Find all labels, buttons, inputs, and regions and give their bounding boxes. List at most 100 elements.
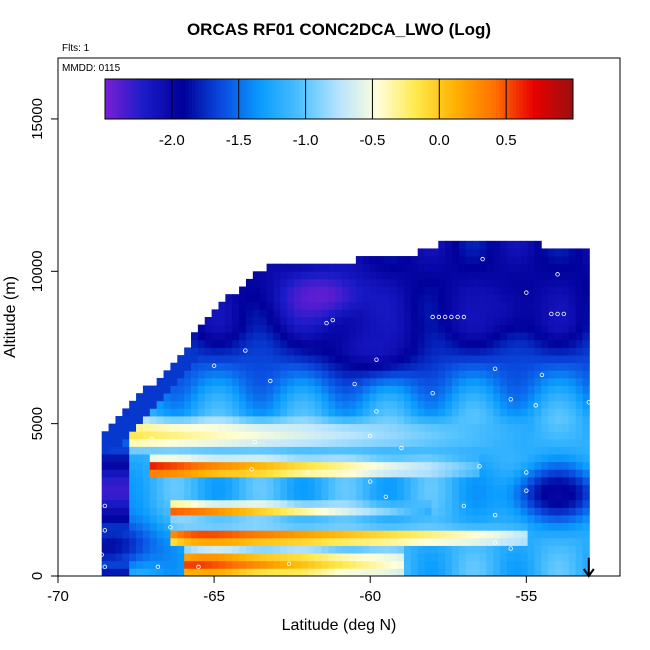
heatmap-cell <box>548 416 556 425</box>
heatmap-cell <box>527 438 535 447</box>
heatmap-cell <box>438 347 446 356</box>
heatmap-cell <box>225 438 233 447</box>
heatmap-cell <box>252 423 261 432</box>
heatmap-cell <box>472 248 480 257</box>
heatmap-cell <box>335 263 343 272</box>
heatmap-cell <box>403 469 412 478</box>
heatmap-cell <box>287 385 295 394</box>
heatmap-cell <box>403 446 412 455</box>
heatmap-cell <box>259 301 267 310</box>
heatmap-cell <box>287 476 295 485</box>
heatmap-cell <box>115 492 123 501</box>
heatmap-cell <box>307 309 316 318</box>
heatmap-cell <box>218 347 226 356</box>
heatmap-cell <box>493 271 501 280</box>
heatmap-cell <box>458 522 467 531</box>
heatmap-cell <box>541 553 549 562</box>
heatmap-cell <box>403 522 412 531</box>
heatmap-cell <box>163 568 171 577</box>
colorbar-swatch <box>369 79 373 119</box>
heatmap-cell <box>177 522 185 531</box>
heatmap-cell <box>321 530 329 539</box>
heatmap-cell <box>287 423 295 432</box>
heatmap-cell <box>300 537 309 546</box>
colorbar-swatch <box>218 79 223 119</box>
heatmap-cell <box>410 400 419 409</box>
heatmap-cell <box>431 324 439 333</box>
heatmap-cell <box>294 393 302 402</box>
heatmap-cell <box>548 461 556 470</box>
heatmap-cell <box>397 309 405 318</box>
heatmap-cell <box>369 362 377 371</box>
heatmap-cell <box>472 355 480 364</box>
heatmap-cell <box>191 484 199 493</box>
heatmap-cell <box>438 240 446 249</box>
heatmap-cell <box>506 309 515 318</box>
heatmap-cell <box>225 431 233 440</box>
heatmap-cell <box>225 446 233 455</box>
heatmap-cell <box>452 370 460 379</box>
heatmap-cell <box>232 522 240 531</box>
heatmap-cell <box>486 431 494 440</box>
heatmap-cell <box>211 385 219 394</box>
heatmap-cell <box>458 416 467 425</box>
heatmap-cell <box>252 301 261 310</box>
heatmap-cell <box>376 370 384 379</box>
heatmap-cell <box>568 278 577 287</box>
heatmap-cell <box>369 431 377 440</box>
heatmap-cell <box>280 476 288 485</box>
heatmap-cell <box>156 469 164 478</box>
heatmap-cell <box>479 431 487 440</box>
heatmap-cell <box>218 515 226 524</box>
heatmap-cell <box>259 317 267 326</box>
heatmap-cell <box>472 476 480 485</box>
heatmap-cell <box>397 301 405 310</box>
heatmap-cell <box>245 332 254 341</box>
heatmap-cell <box>541 263 549 272</box>
heatmap-cell <box>177 416 185 425</box>
heatmap-cell <box>555 446 563 455</box>
heatmap-cell <box>397 256 405 265</box>
heatmap-cell <box>191 553 199 562</box>
heatmap-cell <box>342 400 350 409</box>
colorbar-swatch <box>185 79 190 119</box>
heatmap-cell <box>445 461 453 470</box>
heatmap-cell <box>355 431 364 440</box>
heatmap-cell <box>149 385 158 394</box>
heatmap-cell <box>328 476 336 485</box>
heatmap-cell <box>500 317 508 326</box>
heatmap-cell <box>575 385 583 394</box>
heatmap-cell <box>245 507 254 516</box>
heatmap-cell <box>266 377 274 386</box>
heatmap-cell <box>520 553 528 562</box>
heatmap-cell <box>307 446 316 455</box>
heatmap-cell <box>445 400 453 409</box>
heatmap-cell <box>211 370 219 379</box>
heatmap-cell <box>369 499 377 508</box>
heatmap-cell <box>493 362 501 371</box>
heatmap-cell <box>568 461 577 470</box>
heatmap-cell <box>108 537 116 546</box>
heatmap-cell <box>225 362 233 371</box>
heatmap-cell <box>506 537 515 546</box>
heatmap-cell <box>197 461 206 470</box>
heatmap-cell <box>506 446 515 455</box>
heatmap-cell <box>300 400 309 409</box>
heatmap-cell <box>115 499 123 508</box>
heatmap-cell <box>321 263 329 272</box>
colorbar-swatch <box>375 79 380 119</box>
heatmap-cell <box>259 286 267 295</box>
heatmap-cell <box>479 347 487 356</box>
heatmap-cell <box>548 438 556 447</box>
heatmap-cell <box>328 568 336 577</box>
heatmap-cell <box>197 484 206 493</box>
heatmap-cell <box>555 476 563 485</box>
heatmap-cell <box>170 362 178 371</box>
colorbar-swatch <box>255 79 260 119</box>
heatmap-cell <box>465 256 474 265</box>
heatmap-cell <box>259 332 267 341</box>
heatmap-cell <box>225 339 233 348</box>
heatmap-cell <box>465 408 474 417</box>
heatmap-cell <box>232 431 240 440</box>
heatmap-cell <box>458 385 467 394</box>
